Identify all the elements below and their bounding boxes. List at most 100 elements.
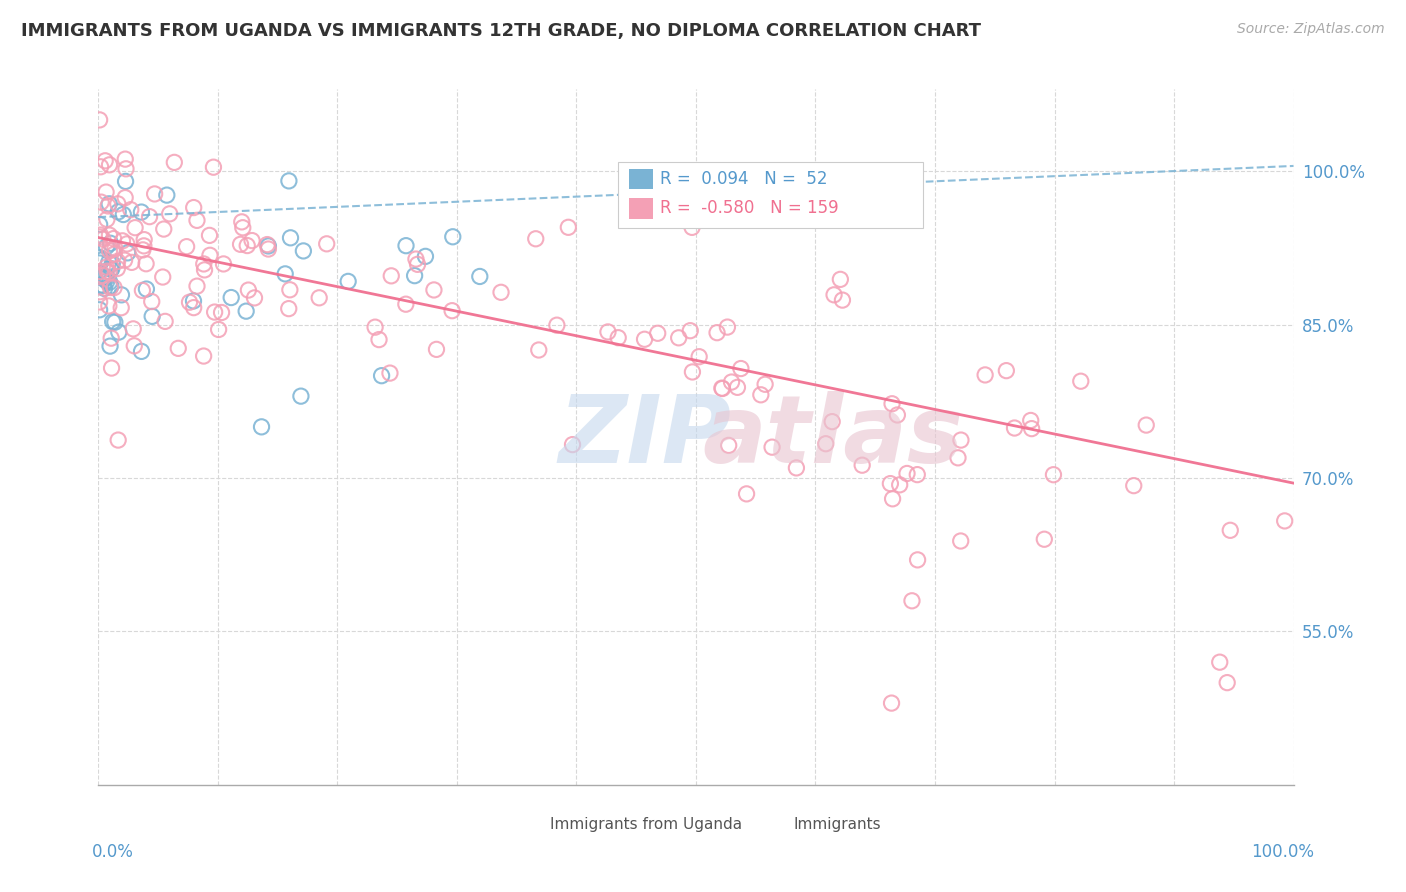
Point — [441, 229, 464, 244]
Point — [1021, 422, 1043, 436]
Point — [710, 381, 733, 395]
Point — [679, 324, 702, 338]
Point — [97, 299, 120, 313]
Point — [706, 326, 728, 340]
Point — [89, 227, 111, 242]
Point — [1122, 478, 1144, 492]
Point — [423, 283, 446, 297]
Point — [94, 153, 117, 168]
Point — [131, 205, 153, 219]
Point — [415, 249, 437, 263]
Text: 100.0%: 100.0% — [1251, 843, 1315, 861]
Point — [107, 204, 129, 219]
Point — [104, 242, 127, 256]
Point — [98, 244, 121, 258]
Point — [122, 322, 145, 336]
Point — [231, 215, 253, 229]
Point — [896, 467, 918, 481]
Point — [257, 242, 280, 256]
Point — [131, 344, 153, 359]
Point — [851, 458, 873, 473]
Point — [681, 220, 703, 235]
Point — [152, 222, 174, 236]
Point — [98, 158, 121, 172]
Point — [91, 270, 114, 285]
Point — [946, 450, 969, 465]
Point — [100, 262, 122, 277]
Point — [880, 397, 903, 411]
Point — [96, 239, 118, 253]
Point — [901, 594, 924, 608]
Point — [380, 268, 402, 283]
Point — [441, 303, 464, 318]
Point — [607, 331, 630, 345]
Text: ZIP: ZIP — [558, 391, 731, 483]
Point — [831, 293, 853, 307]
Point — [907, 553, 929, 567]
Point — [468, 269, 491, 284]
Point — [238, 283, 260, 297]
Point — [257, 239, 280, 253]
Point — [97, 255, 120, 269]
Point — [98, 275, 121, 289]
Text: Source: ZipAtlas.com: Source: ZipAtlas.com — [1237, 22, 1385, 37]
Point — [183, 301, 205, 315]
Point — [110, 301, 132, 315]
Point — [100, 280, 122, 294]
Point — [749, 388, 772, 402]
Point — [111, 234, 134, 248]
Point — [135, 257, 157, 271]
Point — [112, 207, 135, 221]
Point — [96, 264, 118, 278]
Point — [232, 220, 254, 235]
Point — [107, 433, 129, 447]
Point — [176, 240, 198, 254]
Point — [647, 326, 669, 341]
Point — [290, 389, 312, 403]
Point — [1209, 655, 1232, 669]
Point — [202, 160, 225, 174]
Point — [132, 239, 155, 253]
Point — [754, 377, 776, 392]
Point — [89, 112, 111, 127]
Point — [104, 315, 127, 329]
Point — [103, 247, 125, 261]
Point — [96, 274, 118, 288]
Point — [153, 314, 176, 328]
Point — [163, 155, 186, 169]
Point — [561, 437, 583, 451]
Point — [183, 293, 205, 308]
FancyBboxPatch shape — [763, 814, 787, 836]
Point — [91, 278, 114, 293]
Point — [886, 408, 908, 422]
Point — [183, 201, 205, 215]
Point — [101, 315, 124, 329]
Point — [688, 350, 710, 364]
Text: R =  -0.580   N = 159: R = -0.580 N = 159 — [661, 199, 839, 217]
Point — [256, 237, 278, 252]
Point — [1070, 374, 1092, 388]
Point — [105, 261, 128, 276]
Point — [250, 420, 273, 434]
Point — [186, 279, 208, 293]
Point — [1274, 514, 1296, 528]
Point — [91, 268, 114, 283]
Point — [315, 236, 337, 251]
Point — [96, 212, 118, 227]
Point — [156, 188, 179, 202]
Point — [198, 248, 221, 262]
Point — [425, 343, 447, 357]
Point — [814, 436, 837, 450]
Point — [101, 243, 124, 257]
Point — [1135, 418, 1157, 433]
Point — [114, 152, 136, 166]
Text: atlas: atlas — [702, 391, 963, 483]
Text: IMMIGRANTS FROM UGANDA VS IMMIGRANTS 12TH GRADE, NO DIPLOMA CORRELATION CHART: IMMIGRANTS FROM UGANDA VS IMMIGRANTS 12T… — [21, 22, 981, 40]
Point — [114, 174, 136, 188]
Point — [879, 476, 901, 491]
Point — [280, 231, 302, 245]
Point — [219, 291, 242, 305]
Point — [122, 339, 145, 353]
Point — [100, 279, 122, 293]
Point — [882, 491, 904, 506]
